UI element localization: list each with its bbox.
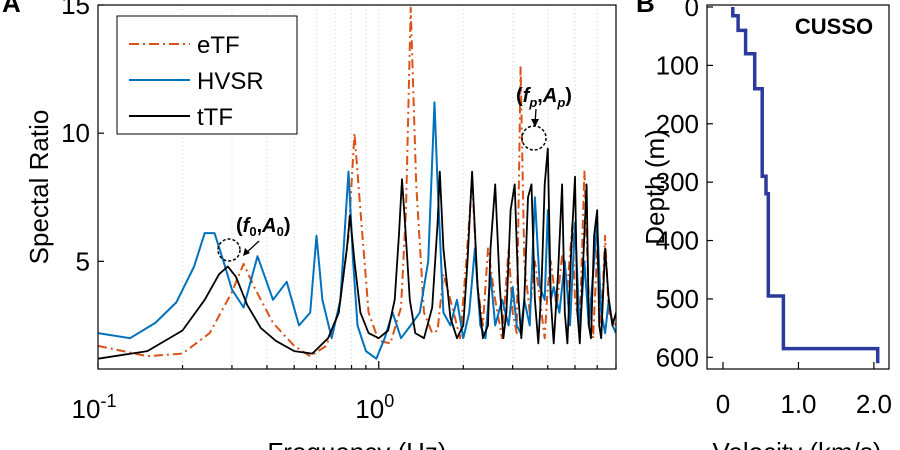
depth-tick-label: 0 [685, 0, 699, 22]
series-line-hvsr [98, 101, 616, 360]
legend-box [116, 15, 298, 135]
depth-tick-label: 300 [656, 167, 699, 197]
annotation-circle-fp [521, 125, 547, 151]
profile-line [731, 7, 880, 364]
depth-tick-label: 200 [656, 109, 699, 139]
velocity-profile-chart: B 0 100 200 300 400 500 600 0 1.0 2.0 CUSSO Depth… [636, 0, 892, 450]
series-line-etf [98, 6, 616, 358]
depth-tick-label: 600 [656, 342, 699, 372]
velocity-tick-label: 0 [716, 389, 730, 419]
panel-label-right: B [636, 0, 655, 18]
y-axis-label-spectral: Spectal Ratio [24, 110, 54, 265]
depth-tick-label: 400 [656, 226, 699, 256]
peak-annotations: (f0,A0) (fp,Ap) [217, 85, 572, 262]
annotation-arrowhead-f0 [243, 248, 250, 256]
annotation-circle-f0 [217, 238, 241, 262]
x-tick-label: 100 [355, 391, 394, 424]
right-axis-ticks: 0 100 200 300 400 500 600 0 1.0 2.0 [656, 0, 892, 419]
left-axis-ticks: 5 10 15 10-1 100 [61, 0, 617, 424]
left-axes-box [97, 4, 617, 370]
y-tick-label: 5 [76, 246, 90, 276]
profile-title: CUSSO [795, 14, 873, 39]
x-tick-label: 10-1 [72, 391, 117, 424]
legend-label-hvsr: HVSR [197, 68, 264, 95]
y-tick-label: 15 [61, 0, 90, 20]
legend: eTF HVSR tTF [116, 15, 298, 135]
velocity-tick-label: 2.0 [856, 389, 892, 419]
annotation-label-f0: (f0,A0) [236, 215, 291, 239]
velocity-tick-label: 1.0 [780, 389, 816, 419]
panel-label-left: A [2, 0, 21, 18]
x-axis-label-velocity: Velocity (km/s) [712, 437, 881, 450]
series-line-ttf [98, 147, 616, 360]
depth-tick-label: 500 [656, 284, 699, 314]
series-lines [98, 6, 616, 360]
y-tick-label: 10 [61, 118, 90, 148]
legend-label-etf: eTF [197, 32, 240, 59]
velocity-profile-line [731, 7, 880, 364]
annotation-label-fp: (fp,Ap) [516, 85, 572, 110]
spectral-ratio-chart: A 5 10 15 10-1 100 Spectal Ratio Frequency (… [2, 0, 617, 450]
y-axis-label-depth: Depth (m) [640, 129, 670, 245]
depth-tick-label: 100 [656, 50, 699, 80]
legend-label-ttf: tTF [197, 104, 233, 131]
annotation-arrowhead-fp [531, 119, 539, 127]
right-axes-box [706, 4, 890, 370]
x-axis-label-frequency: Frequency (Hz) [267, 437, 446, 450]
